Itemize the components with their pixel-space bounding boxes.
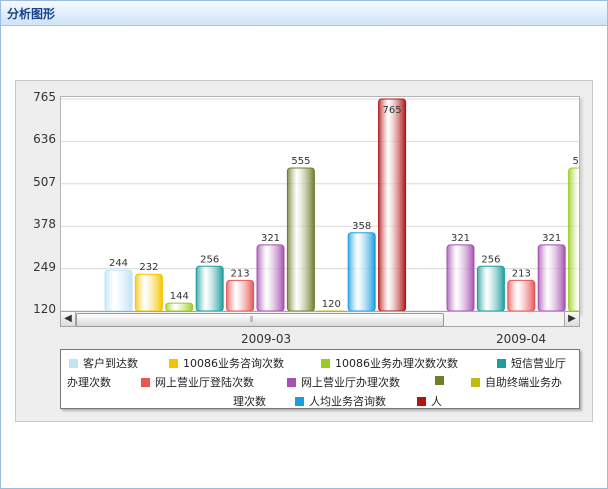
legend-swatch	[321, 359, 330, 368]
y-tick-label: 507	[33, 174, 56, 189]
bar[interactable]	[256, 244, 285, 312]
legend-label: 10086业务咨询次数	[183, 357, 284, 370]
y-tick-label: 249	[33, 259, 56, 274]
y-tick-label: 120	[33, 302, 56, 316]
legend-swatch	[287, 378, 296, 387]
data-label: 321	[261, 233, 280, 244]
bar[interactable]	[226, 279, 255, 312]
bar-chart: 244 232 144 256 213 321 555 120 358 765 321 256 213 3…	[61, 98, 579, 313]
legend-label: 网上营业厅办理次数	[301, 376, 400, 389]
legend-swatch	[471, 378, 480, 387]
data-label: 244	[109, 258, 128, 269]
legend-item[interactable]: 网上营业厅登陆次数	[141, 374, 254, 390]
legend-item[interactable]: 短信营业厅	[497, 355, 566, 371]
legend-item[interactable]	[435, 374, 449, 387]
legend-swatch	[497, 359, 506, 368]
bar[interactable]	[195, 265, 224, 312]
data-label: 213	[512, 268, 531, 279]
legend-label: 短信营业厅	[511, 357, 566, 370]
chart-scrollbar[interactable]: ◀ ⦀ ▶	[60, 311, 580, 327]
bar[interactable]	[165, 302, 194, 312]
legend-item[interactable]: 10086业务办理次数次数	[321, 355, 458, 371]
y-tick-label: 765	[33, 90, 56, 104]
legend-item[interactable]: 网上营业厅办理次数	[287, 374, 400, 390]
legend-swatch	[141, 378, 150, 387]
y-tick-label: 636	[33, 132, 56, 147]
legend-item[interactable]: 人均业务咨询数	[295, 393, 386, 409]
legend-label: 理次数	[233, 395, 266, 408]
data-label: 321	[542, 233, 561, 244]
data-label: 232	[139, 262, 158, 273]
legend-swatch	[435, 376, 444, 385]
legend-swatch	[169, 359, 178, 368]
data-label: 555	[573, 156, 579, 167]
bar[interactable]	[378, 98, 407, 312]
bar[interactable]	[286, 167, 315, 312]
bar[interactable]	[104, 269, 133, 312]
legend-label: 网上营业厅登陆次数	[155, 376, 254, 389]
data-label: 256	[200, 254, 219, 265]
data-label: 213	[231, 268, 250, 279]
scroll-left-icon[interactable]: ◀	[61, 312, 76, 326]
bar[interactable]	[134, 273, 163, 312]
legend-item[interactable]: 客户到达数	[69, 355, 138, 371]
bar[interactable]	[446, 244, 475, 312]
legend-item[interactable]: 10086业务咨询次数	[169, 355, 284, 371]
title-bar: 分析图形	[1, 1, 607, 26]
legend-swatch	[295, 397, 304, 406]
scroll-right-icon[interactable]: ▶	[564, 312, 579, 326]
y-tick-label: 378	[33, 217, 56, 232]
legend-swatch	[417, 397, 426, 406]
legend-label: 10086业务办理次数次数	[335, 357, 458, 370]
legend-swatch	[69, 359, 78, 368]
legend-label: 自助终端业务办	[485, 376, 562, 389]
grip-icon: ⦀	[250, 315, 254, 324]
legend-item[interactable]: 自助终端业务办	[471, 374, 562, 390]
legend-item[interactable]: 人	[417, 393, 442, 409]
bar[interactable]	[507, 279, 536, 312]
data-label: 358	[352, 221, 371, 232]
data-label: 555	[291, 156, 310, 167]
legend-label: 人	[431, 395, 442, 408]
legend-label: 人均业务咨询数	[309, 395, 386, 408]
bar[interactable]	[537, 244, 566, 312]
bar[interactable]	[476, 265, 505, 312]
plot-area: 244 232 144 256 213 321 555 120 358 765 321 256 213 3…	[60, 96, 580, 314]
data-label: 321	[451, 233, 470, 244]
bar[interactable]	[568, 167, 579, 312]
scroll-thumb[interactable]: ⦀	[76, 313, 444, 327]
data-label: 120	[322, 299, 341, 310]
legend-label: 办理次数	[67, 376, 111, 389]
bar[interactable]	[347, 232, 376, 312]
data-label: 144	[170, 291, 189, 302]
window-title: 分析图形	[7, 7, 56, 21]
x-tick-label: 2009-03	[241, 332, 292, 346]
data-label: 765	[383, 105, 402, 116]
data-label: 256	[481, 254, 500, 265]
legend-item-continued: 办理次数	[67, 374, 111, 390]
chart-legend: 客户到达数 10086业务咨询次数 10086业务办理次数次数 短信营业厅 办理…	[60, 349, 580, 409]
legend-item-continued: 理次数	[233, 393, 266, 409]
x-tick-label: 2009-04	[496, 332, 547, 346]
legend-label: 客户到达数	[83, 357, 138, 370]
